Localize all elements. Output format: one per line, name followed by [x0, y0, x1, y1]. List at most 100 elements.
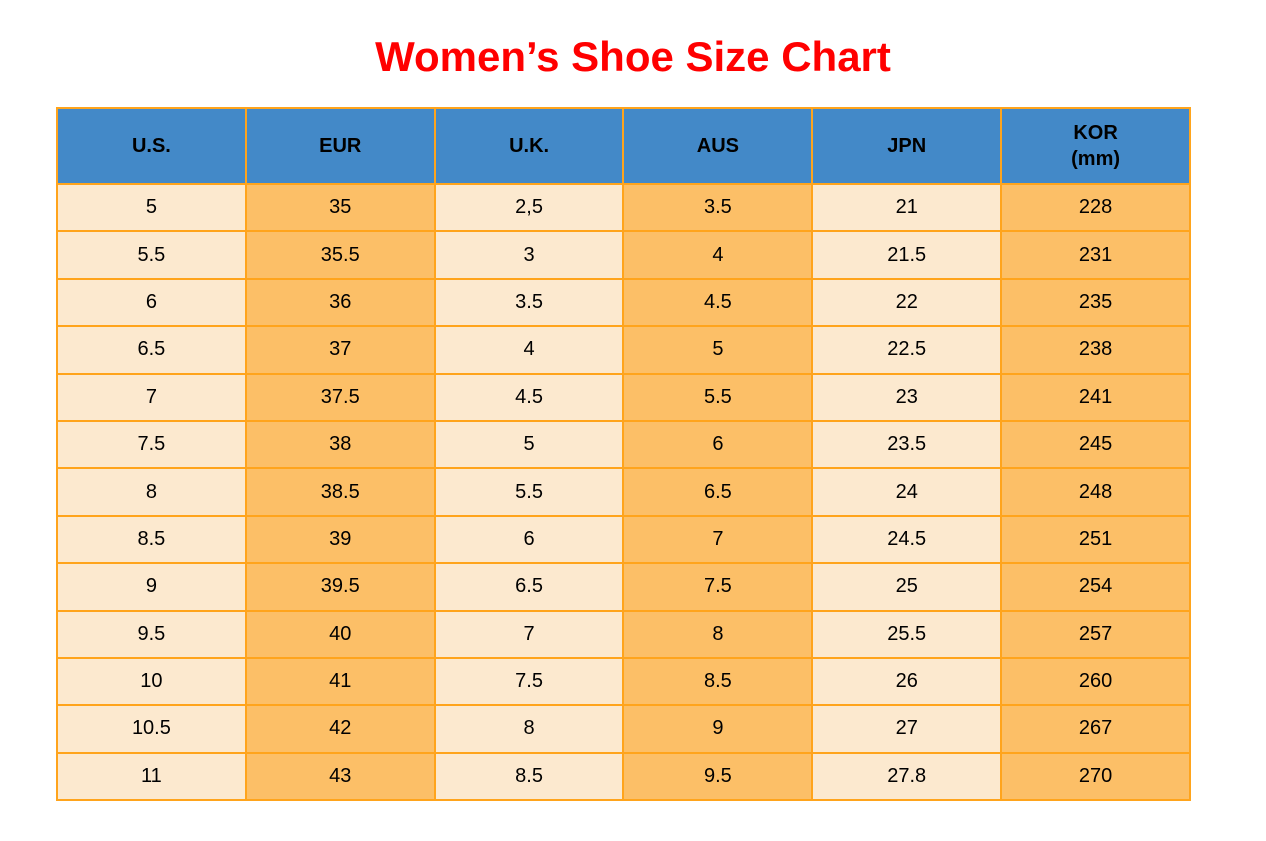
- table-cell: 267: [1000, 704, 1191, 754]
- table-cell: 6.5: [56, 325, 247, 375]
- table-row: 10 41 7.5 8.5 26 260: [56, 656, 1191, 707]
- table-cell: 3.5: [433, 277, 625, 328]
- table-cell: 257: [1000, 609, 1191, 659]
- table-row: 8.5 39 6 7 24.5 251: [56, 514, 1191, 565]
- table-cell: 245: [1000, 419, 1191, 470]
- table-cell: 35.5: [244, 230, 436, 280]
- table-cell: 6: [56, 277, 247, 328]
- column-header-eur: EUR: [244, 107, 436, 185]
- column-header-us: U.S.: [56, 107, 247, 185]
- table-cell: 43: [244, 751, 436, 802]
- table-cell: 38.5: [244, 467, 436, 517]
- table-cell: 22.5: [811, 325, 1003, 375]
- table-cell: 36: [244, 277, 436, 328]
- table-row: 6 36 3.5 4.5 22 235: [56, 277, 1191, 328]
- table-cell: 8.5: [622, 656, 814, 707]
- table-cell: 4: [622, 230, 814, 280]
- table-row: 9.5 40 7 8 25.5 257: [56, 609, 1191, 659]
- table-cell: 3.5: [622, 182, 814, 233]
- table-row: 6.5 37 4 5 22.5 238: [56, 325, 1191, 375]
- table-cell: 37: [244, 325, 436, 375]
- table-cell: 7.5: [433, 656, 625, 707]
- table-row: 8 38.5 5.5 6.5 24 248: [56, 467, 1191, 517]
- table-cell: 8: [622, 609, 814, 659]
- table-cell: 9: [622, 704, 814, 754]
- table-cell: 231: [1000, 230, 1191, 280]
- table-cell: 25: [811, 562, 1003, 612]
- table-cell: 21.5: [811, 230, 1003, 280]
- table-cell: 5: [622, 325, 814, 375]
- table-row: 7.5 38 5 6 23.5 245: [56, 419, 1191, 470]
- table-cell: 8: [433, 704, 625, 754]
- shoe-size-table: U.S. EUR U.K. AUS JPN KOR (mm) 5 35 2,5 3.5 21 228 5…: [56, 107, 1191, 802]
- table-cell: 39: [244, 514, 436, 565]
- table-cell: 24.5: [811, 514, 1003, 565]
- column-header-label: JPN: [887, 135, 927, 157]
- table-cell: 7.5: [622, 562, 814, 612]
- table-cell: 8.5: [433, 751, 625, 802]
- table-cell: 26: [811, 656, 1003, 707]
- table-cell: 5: [433, 419, 625, 470]
- table-cell: 42: [244, 704, 436, 754]
- table-cell: 4.5: [622, 277, 814, 328]
- page-title: Women’s Shoe Size Chart: [375, 33, 891, 80]
- table-cell: 9: [56, 562, 247, 612]
- table-cell: 4.5: [433, 372, 625, 422]
- table-cell: 270: [1000, 751, 1191, 802]
- table-cell: 27.8: [811, 751, 1003, 802]
- table-cell: 6: [433, 514, 625, 565]
- table-cell: 8.5: [56, 514, 247, 565]
- table-row: 5.5 35.5 3 4 21.5 231: [56, 230, 1191, 280]
- table-cell: 7: [56, 372, 247, 422]
- table-cell: 7: [433, 609, 625, 659]
- table-cell: 8: [56, 467, 247, 517]
- table-row: 10.5 42 8 9 27 267: [56, 704, 1191, 754]
- table-cell: 22: [811, 277, 1003, 328]
- column-header-label: KOR: [1073, 122, 1118, 144]
- column-header-kor: KOR (mm): [1000, 107, 1191, 185]
- table-cell: 228: [1000, 182, 1191, 233]
- column-header-label: AUS: [696, 135, 740, 157]
- table-row: 11 43 8.5 9.5 27.8 270: [56, 751, 1191, 802]
- column-header-jpn: JPN: [811, 107, 1003, 185]
- table-cell: 11: [56, 751, 247, 802]
- header-row: U.S. EUR U.K. AUS JPN KOR (mm): [56, 107, 1191, 185]
- table-cell: 254: [1000, 562, 1191, 612]
- table-cell: 235: [1000, 277, 1191, 328]
- table-cell: 24: [811, 467, 1003, 517]
- table-cell: 4: [433, 325, 625, 375]
- table-cell: 38: [244, 419, 436, 470]
- table-cell: 25.5: [811, 609, 1003, 659]
- table-cell: 39.5: [244, 562, 436, 612]
- table-row: 9 39.5 6.5 7.5 25 254: [56, 562, 1191, 612]
- column-header-label: U.S.: [131, 135, 171, 157]
- table-cell: 260: [1000, 656, 1191, 707]
- table-cell: 6: [622, 419, 814, 470]
- table-cell: 5: [56, 182, 247, 233]
- column-header-sublabel: (mm): [1071, 148, 1121, 170]
- column-header-uk: U.K.: [433, 107, 625, 185]
- table-cell: 5.5: [622, 372, 814, 422]
- column-header-aus: AUS: [622, 107, 814, 185]
- table-header: U.S. EUR U.K. AUS JPN KOR (mm): [56, 107, 1191, 185]
- column-header-label: U.K.: [509, 135, 550, 157]
- column-header-label: EUR: [319, 135, 362, 157]
- table-cell: 21: [811, 182, 1003, 233]
- table-cell: 40: [244, 609, 436, 659]
- table-cell: 248: [1000, 467, 1191, 517]
- table-cell: 2,5: [433, 182, 625, 233]
- table-cell: 238: [1000, 325, 1191, 375]
- table-cell: 27: [811, 704, 1003, 754]
- table-cell: 7.5: [56, 419, 247, 470]
- table-cell: 10.5: [56, 704, 247, 754]
- table-cell: 6.5: [622, 467, 814, 517]
- table-cell: 37.5: [244, 372, 436, 422]
- table-cell: 5.5: [56, 230, 247, 280]
- table-cell: 9.5: [622, 751, 814, 802]
- table-cell: 6.5: [433, 562, 625, 612]
- table-cell: 7: [622, 514, 814, 565]
- table-cell: 35: [244, 182, 436, 233]
- table-cell: 9.5: [56, 609, 247, 659]
- table-row: 7 37.5 4.5 5.5 23 241: [56, 372, 1191, 422]
